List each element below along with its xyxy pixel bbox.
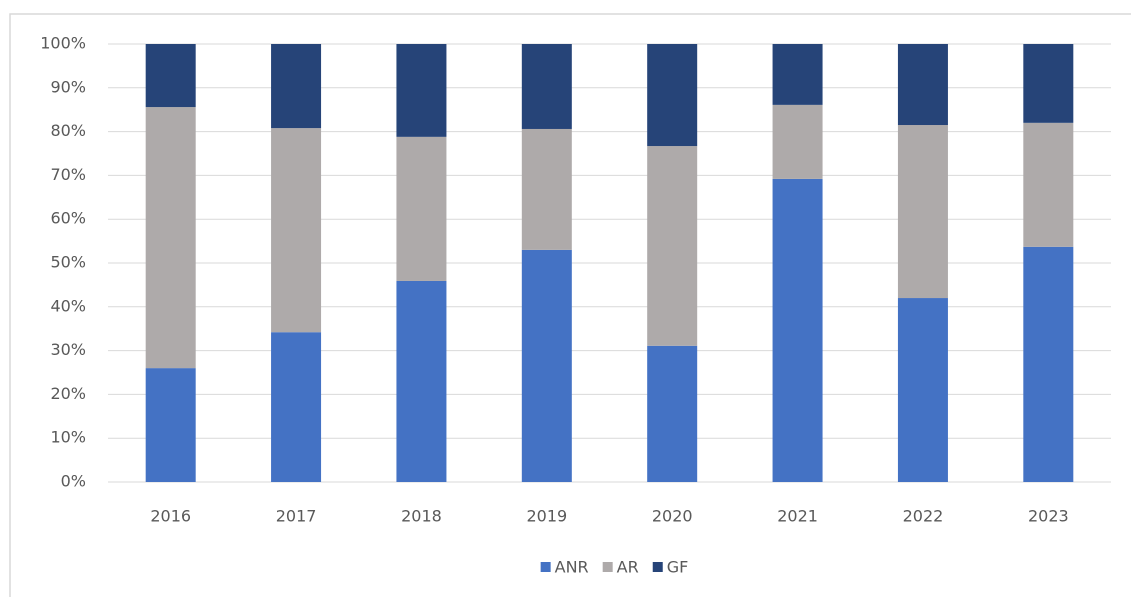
y-tick-label: 20% xyxy=(50,384,86,403)
x-tick-label: 2020 xyxy=(652,507,693,526)
bar-segment xyxy=(271,128,322,333)
bar-segment xyxy=(521,128,572,250)
bar-segment xyxy=(897,298,948,482)
y-tick-label: 100% xyxy=(40,34,86,53)
y-tick-label: 80% xyxy=(50,121,86,140)
bar-segment xyxy=(772,104,823,179)
y-tick-label: 90% xyxy=(50,77,86,96)
y-tick-label: 40% xyxy=(50,296,86,315)
y-tick-label: 10% xyxy=(50,428,86,447)
bar-segment xyxy=(647,345,698,482)
y-tick-label: 60% xyxy=(50,209,86,228)
bar-segment xyxy=(1023,246,1074,482)
bar-segment xyxy=(145,107,196,369)
legend-swatch xyxy=(602,562,613,572)
legend-label: AR xyxy=(617,558,639,577)
bar-segment xyxy=(396,280,447,482)
bar-segment xyxy=(1023,122,1074,247)
bar-segment xyxy=(521,44,572,129)
y-tick-label: 70% xyxy=(50,165,86,184)
x-tick-label: 2019 xyxy=(526,507,567,526)
bar-segment xyxy=(647,44,698,147)
bar-segment xyxy=(271,44,322,129)
bar-segment xyxy=(772,44,823,105)
bar-segment xyxy=(271,332,322,482)
bar-segment xyxy=(647,146,698,346)
bar-segment xyxy=(521,249,572,482)
x-tick-label: 2018 xyxy=(401,507,442,526)
bar-segment xyxy=(145,44,196,108)
bar-segment xyxy=(396,136,447,281)
bar-segment xyxy=(1023,44,1074,123)
x-tick-label: 2021 xyxy=(777,507,818,526)
y-tick-label: 30% xyxy=(50,340,86,359)
y-tick-label: 50% xyxy=(50,253,86,272)
legend-swatch xyxy=(540,562,551,572)
bar-segment xyxy=(897,44,948,126)
x-tick-label: 2017 xyxy=(276,507,317,526)
x-tick-label: 2023 xyxy=(1028,507,1069,526)
bar-segment xyxy=(897,125,948,299)
bar-segment xyxy=(772,178,823,483)
x-tick-label: 2022 xyxy=(903,507,944,526)
legend-swatch xyxy=(652,562,663,572)
legend-label: GF xyxy=(667,558,689,577)
legend-label: ANR xyxy=(555,558,589,577)
bar-segment xyxy=(396,44,447,137)
bar-segment xyxy=(145,368,196,482)
y-tick-label: 0% xyxy=(61,472,86,491)
chart-border xyxy=(9,13,1131,597)
x-tick-label: 2016 xyxy=(150,507,191,526)
